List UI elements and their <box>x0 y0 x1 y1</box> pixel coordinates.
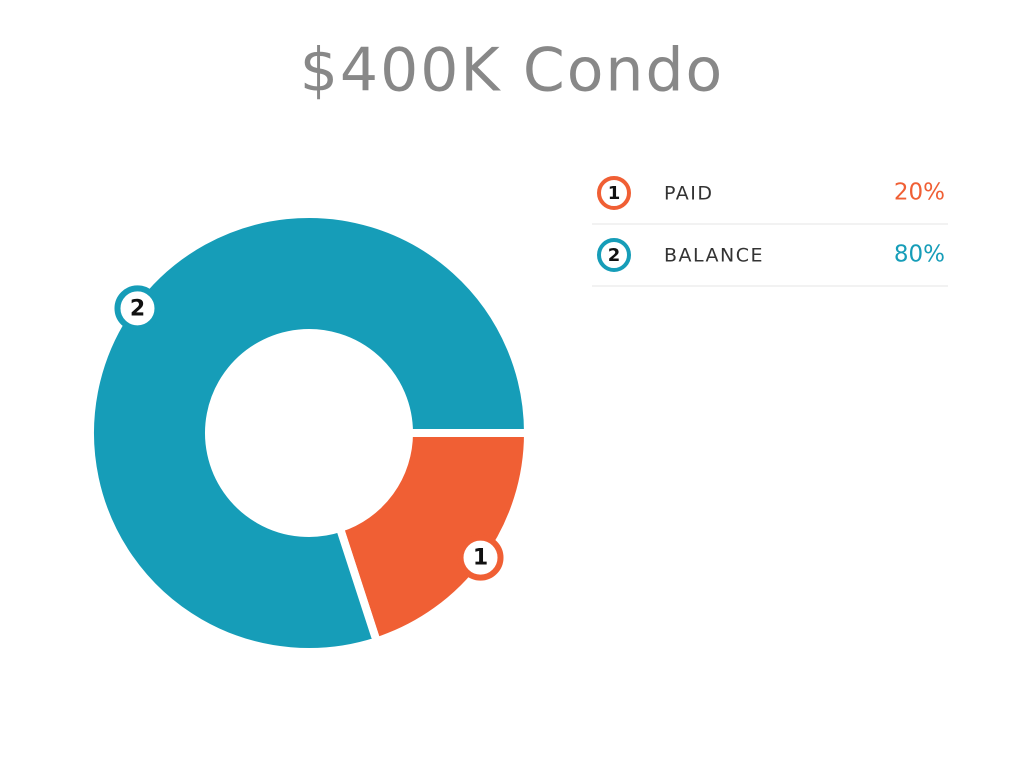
donut-slice <box>334 429 533 647</box>
legend-badge-label: 2 <box>608 245 621 266</box>
legend-value: 80% <box>894 242 945 268</box>
legend-badge-label: 1 <box>608 183 621 204</box>
slice-badge-label: 1 <box>473 546 488 571</box>
legend-badge <box>597 176 631 210</box>
slice-badge <box>457 534 504 581</box>
legend-label: BALANCE <box>664 245 764 267</box>
legend-label: PAID <box>664 183 713 205</box>
legend-badge <box>597 238 631 272</box>
legend-value: 20% <box>894 180 945 206</box>
slice-badge <box>114 285 161 332</box>
slice-badge-label: 2 <box>130 296 145 321</box>
chart-title: $400K Condo <box>300 36 725 106</box>
donut-slice <box>86 210 533 656</box>
